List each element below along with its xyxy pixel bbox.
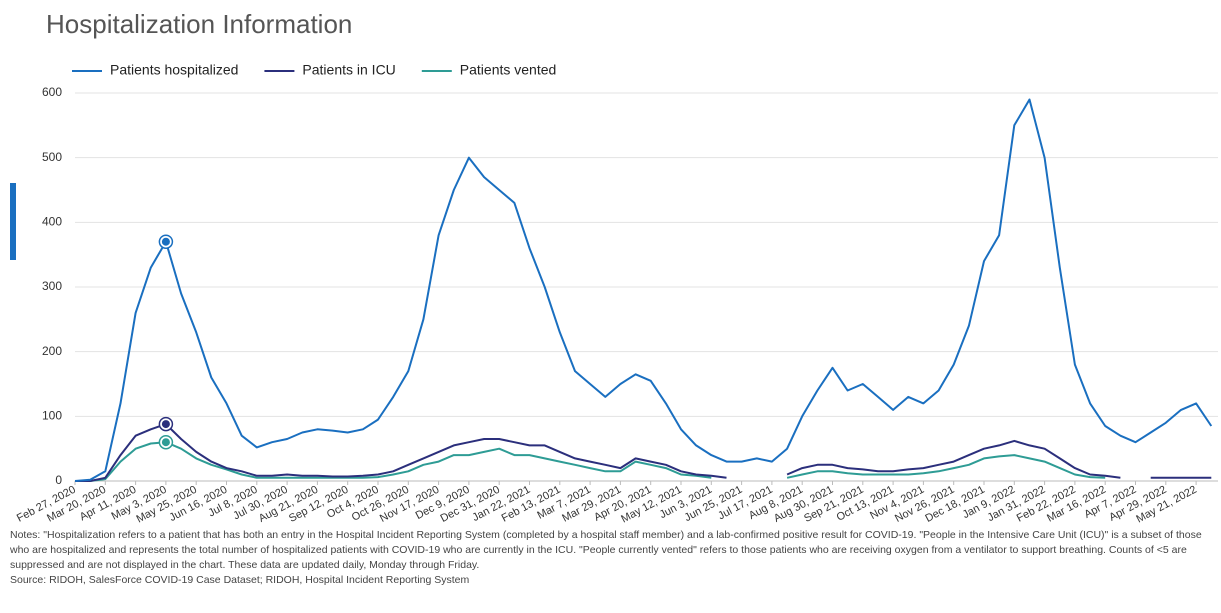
legend-label: Patients in ICU — [302, 62, 395, 78]
series-line — [75, 423, 1212, 482]
y-tick-label: 100 — [42, 409, 62, 423]
legend-label: Patients vented — [460, 62, 557, 78]
y-tick-label: 400 — [42, 215, 62, 229]
source-text: Source: RIDOH, SalesForce COVID-19 Case … — [10, 574, 470, 586]
y-tick-label: 0 — [55, 473, 62, 487]
y-tick-label: 300 — [42, 279, 62, 293]
y-tick-label: 500 — [42, 150, 62, 164]
y-tick-label: 600 — [42, 85, 62, 99]
notes-text: Notes: "Hospitalization refers to a pati… — [10, 529, 1202, 571]
series-line — [74, 98, 1213, 482]
peak-marker — [161, 237, 170, 246]
chart: Hospitalization Information 0 100 200 300 40… — [10, 9, 1218, 525]
side-accent — [10, 183, 16, 260]
peak-marker — [161, 420, 170, 429]
y-tick-label: 200 — [42, 344, 62, 358]
peak-marker — [161, 438, 170, 447]
chart-title: Hospitalization Information — [46, 9, 352, 39]
legend-label: Patients hospitalized — [110, 62, 238, 78]
notes: Notes: "Hospitalization refers to a pati… — [10, 528, 1205, 588]
series-line — [75, 441, 1106, 482]
